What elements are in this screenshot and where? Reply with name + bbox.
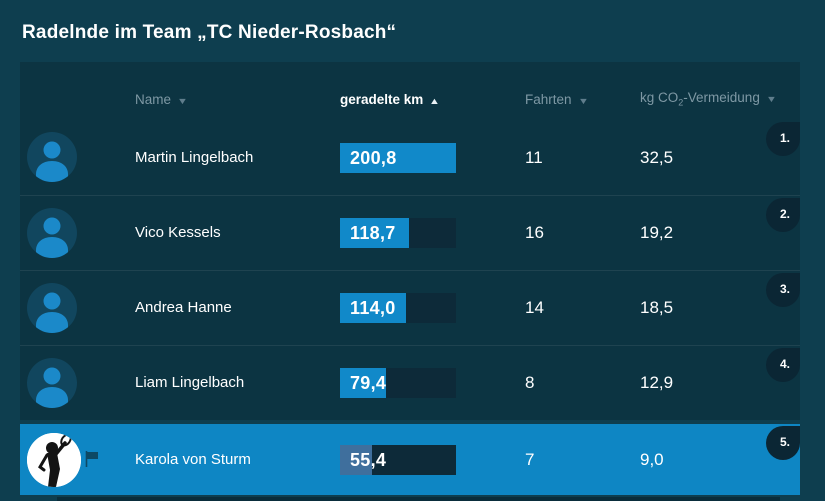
km-bar-cell: 118,7 (340, 218, 505, 248)
column-header-km[interactable]: geradelte km ▲ (340, 92, 505, 107)
co2-value: 9,0 (640, 449, 664, 469)
co2-value: 19,2 (640, 223, 674, 242)
person-icon (36, 141, 68, 182)
km-bar: 114,0 (340, 293, 456, 323)
page-title: Radelnde im Team „TC Nieder-Rosbach“ (22, 22, 397, 43)
table-body: Martin Lingelbach 200,8 11 32,5 1. (20, 120, 800, 495)
km-bar: 55,4 (340, 444, 456, 475)
avatar-cell (20, 120, 135, 195)
person-icon (36, 217, 68, 258)
column-header-trips[interactable]: Fahrten ▼ (505, 92, 620, 107)
km-bar: 200,8 (340, 142, 456, 173)
co2-value: 18,5 (640, 298, 674, 317)
trips-value: 14 (525, 298, 544, 317)
km-value: 79,4 (350, 373, 387, 393)
km-bar-cell: 200,8 (340, 142, 505, 173)
column-label: Name (135, 91, 172, 107)
table-row[interactable]: Martin Lingelbach 200,8 11 32,5 1. (20, 120, 800, 195)
sort-desc-icon: ▼ (176, 95, 189, 106)
column-label: Fahrten (525, 91, 572, 107)
column-label: geradelte km (340, 91, 424, 107)
rank-badge: 5. (766, 426, 800, 460)
avatar (27, 283, 77, 333)
table-row[interactable]: Vico Kessels 118,7 16 19,2 2. (20, 195, 800, 270)
column-header-name[interactable]: Name ▼ (135, 92, 340, 107)
km-value: 55,4 (350, 449, 387, 470)
rider-name: Liam Lingelbach (135, 374, 245, 391)
trips-value: 8 (525, 373, 535, 392)
trips-value: 11 (525, 147, 543, 167)
table-row[interactable]: Karola von Sturm 55,4 7 9,0 5. (20, 424, 800, 495)
rank-badge: 4. (766, 348, 800, 382)
column-header-co2[interactable]: kg CO2-Vermeidung ▼ (620, 90, 777, 108)
km-bar-fill (340, 142, 456, 173)
rider-name-cell: Liam Lingelbach (135, 374, 340, 392)
table-row[interactable]: Liam Lingelbach 79,4 8 12,9 4. (20, 345, 800, 420)
km-value: 200,8 (350, 147, 397, 168)
km-bar-cell: 55,4 (340, 444, 505, 475)
team-leaderboard-table: Name ▼ geradelte km ▲ Fahrten ▼ kg CO2-Verm… (20, 62, 800, 495)
sort-desc-icon: ▼ (765, 94, 777, 105)
rank-badge: 3. (766, 273, 800, 307)
km-value: 114,0 (350, 298, 396, 318)
km-bar-cell: 79,4 (340, 368, 505, 398)
avatar-cell (20, 346, 135, 420)
avatar-cell (20, 271, 135, 345)
avatar-cell (20, 196, 135, 270)
avatar (27, 208, 77, 258)
person-icon (36, 367, 68, 408)
avatar (27, 132, 77, 182)
next-row-sliver (57, 497, 780, 501)
trips-value: 7 (525, 449, 535, 469)
km-bar-fill (340, 293, 406, 323)
km-bar-cell: 114,0 (340, 293, 505, 323)
rider-name: Andrea Hanne (135, 299, 232, 316)
rider-name-cell: Karola von Sturm (135, 451, 340, 469)
avatar (27, 358, 77, 408)
flag-icon (85, 451, 98, 467)
table-header-row: Name ▼ geradelte km ▲ Fahrten ▼ kg CO2-Verm… (20, 62, 800, 120)
rider-name: Vico Kessels (135, 224, 221, 241)
co2-subscript: 2 (678, 97, 684, 108)
km-bar: 79,4 (340, 368, 456, 398)
column-label: -Vermeidung (683, 90, 760, 106)
rider-name-cell: Andrea Hanne (135, 299, 340, 317)
avatar (27, 433, 81, 487)
sort-asc-icon: ▲ (429, 95, 441, 106)
km-value: 118,7 (350, 223, 396, 243)
column-label: kg CO (640, 90, 679, 106)
sort-desc-icon: ▼ (577, 95, 589, 106)
rider-name-cell: Vico Kessels (135, 224, 340, 242)
rider-name-cell: Martin Lingelbach (135, 149, 340, 167)
avatar-cell (20, 424, 135, 495)
km-bar-fill (340, 368, 386, 398)
rider-name: Martin Lingelbach (135, 148, 254, 166)
rank-badge: 2. (766, 198, 800, 232)
athlete-photo (27, 433, 81, 487)
km-bar: 118,7 (340, 218, 456, 248)
rank-badge: 1. (766, 122, 800, 156)
table-row[interactable]: Andrea Hanne 114,0 14 18,5 3. (20, 270, 800, 345)
km-bar-fill (340, 444, 373, 475)
co2-value: 32,5 (640, 147, 674, 167)
trips-value: 16 (525, 223, 544, 242)
person-icon (36, 292, 68, 333)
rider-name: Karola von Sturm (135, 450, 251, 468)
co2-value: 12,9 (640, 373, 674, 392)
km-bar-fill (340, 218, 409, 248)
